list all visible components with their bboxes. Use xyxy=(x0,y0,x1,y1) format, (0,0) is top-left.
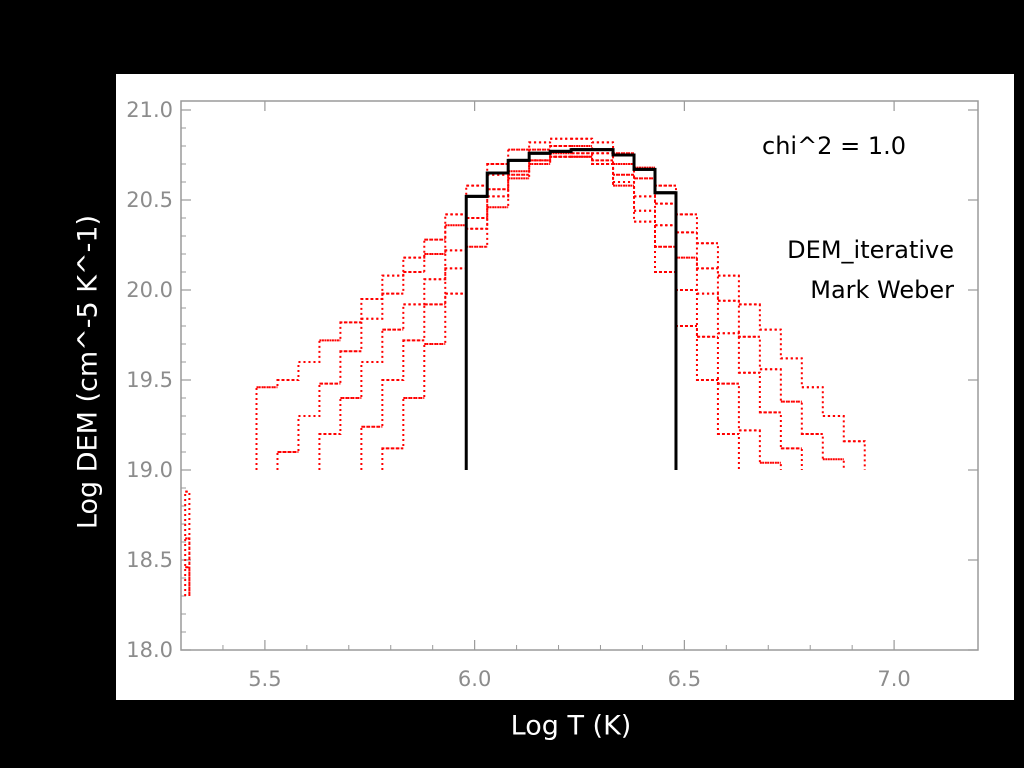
y-tick-label: 20.5 xyxy=(126,188,173,212)
y-tick-label: 20.0 xyxy=(126,278,173,302)
dem-monte-carlo-series xyxy=(255,137,866,470)
dem-series-line xyxy=(255,137,866,470)
dem-series-line xyxy=(184,490,191,596)
x-tick-label: 6.0 xyxy=(458,667,491,691)
y-tick-label: 19.5 xyxy=(126,368,173,392)
y-tick-label: 19.0 xyxy=(126,458,173,482)
y-tick-label: 18.5 xyxy=(126,548,173,572)
dem-monte-carlo-series xyxy=(276,145,845,470)
dem-series-line xyxy=(318,152,803,470)
method-annotation: DEM_iterative xyxy=(787,236,954,264)
dem-chart: 5.5 6.0 6.5 7.0 18.0 18.5 19.0 19.5 20.0 20.5 21.0… xyxy=(126,98,979,691)
y-tick-label: 18.0 xyxy=(126,638,173,662)
dem-monte-carlo-series xyxy=(381,155,740,470)
plot-panel: 5.5 6.0 6.5 7.0 18.0 18.5 19.0 19.5 20.0 20.5 21.0… xyxy=(116,74,1014,700)
chi-squared-annotation: chi^2 = 1.0 xyxy=(762,132,906,160)
y-axis-label: Log DEM (cm^-5 K^-1) xyxy=(72,214,104,530)
dem-monte-carlo-series xyxy=(318,152,803,470)
plot-frame xyxy=(180,100,979,651)
author-annotation: Mark Weber xyxy=(810,276,954,304)
x-axis-label: Log T (K) xyxy=(510,710,632,742)
dem-solution-series xyxy=(464,148,678,470)
x-tick-label: 7.0 xyxy=(877,667,910,691)
dem-series-line xyxy=(360,155,782,470)
y-tick-label: 21.0 xyxy=(126,98,173,122)
x-tick-label: 5.5 xyxy=(248,667,281,691)
dem-series-line xyxy=(276,145,845,470)
x-tick-label: 6.5 xyxy=(668,667,701,691)
dem-series-line xyxy=(381,155,740,470)
dem-monte-carlo-series xyxy=(184,490,191,596)
dem-series-line xyxy=(464,148,678,470)
